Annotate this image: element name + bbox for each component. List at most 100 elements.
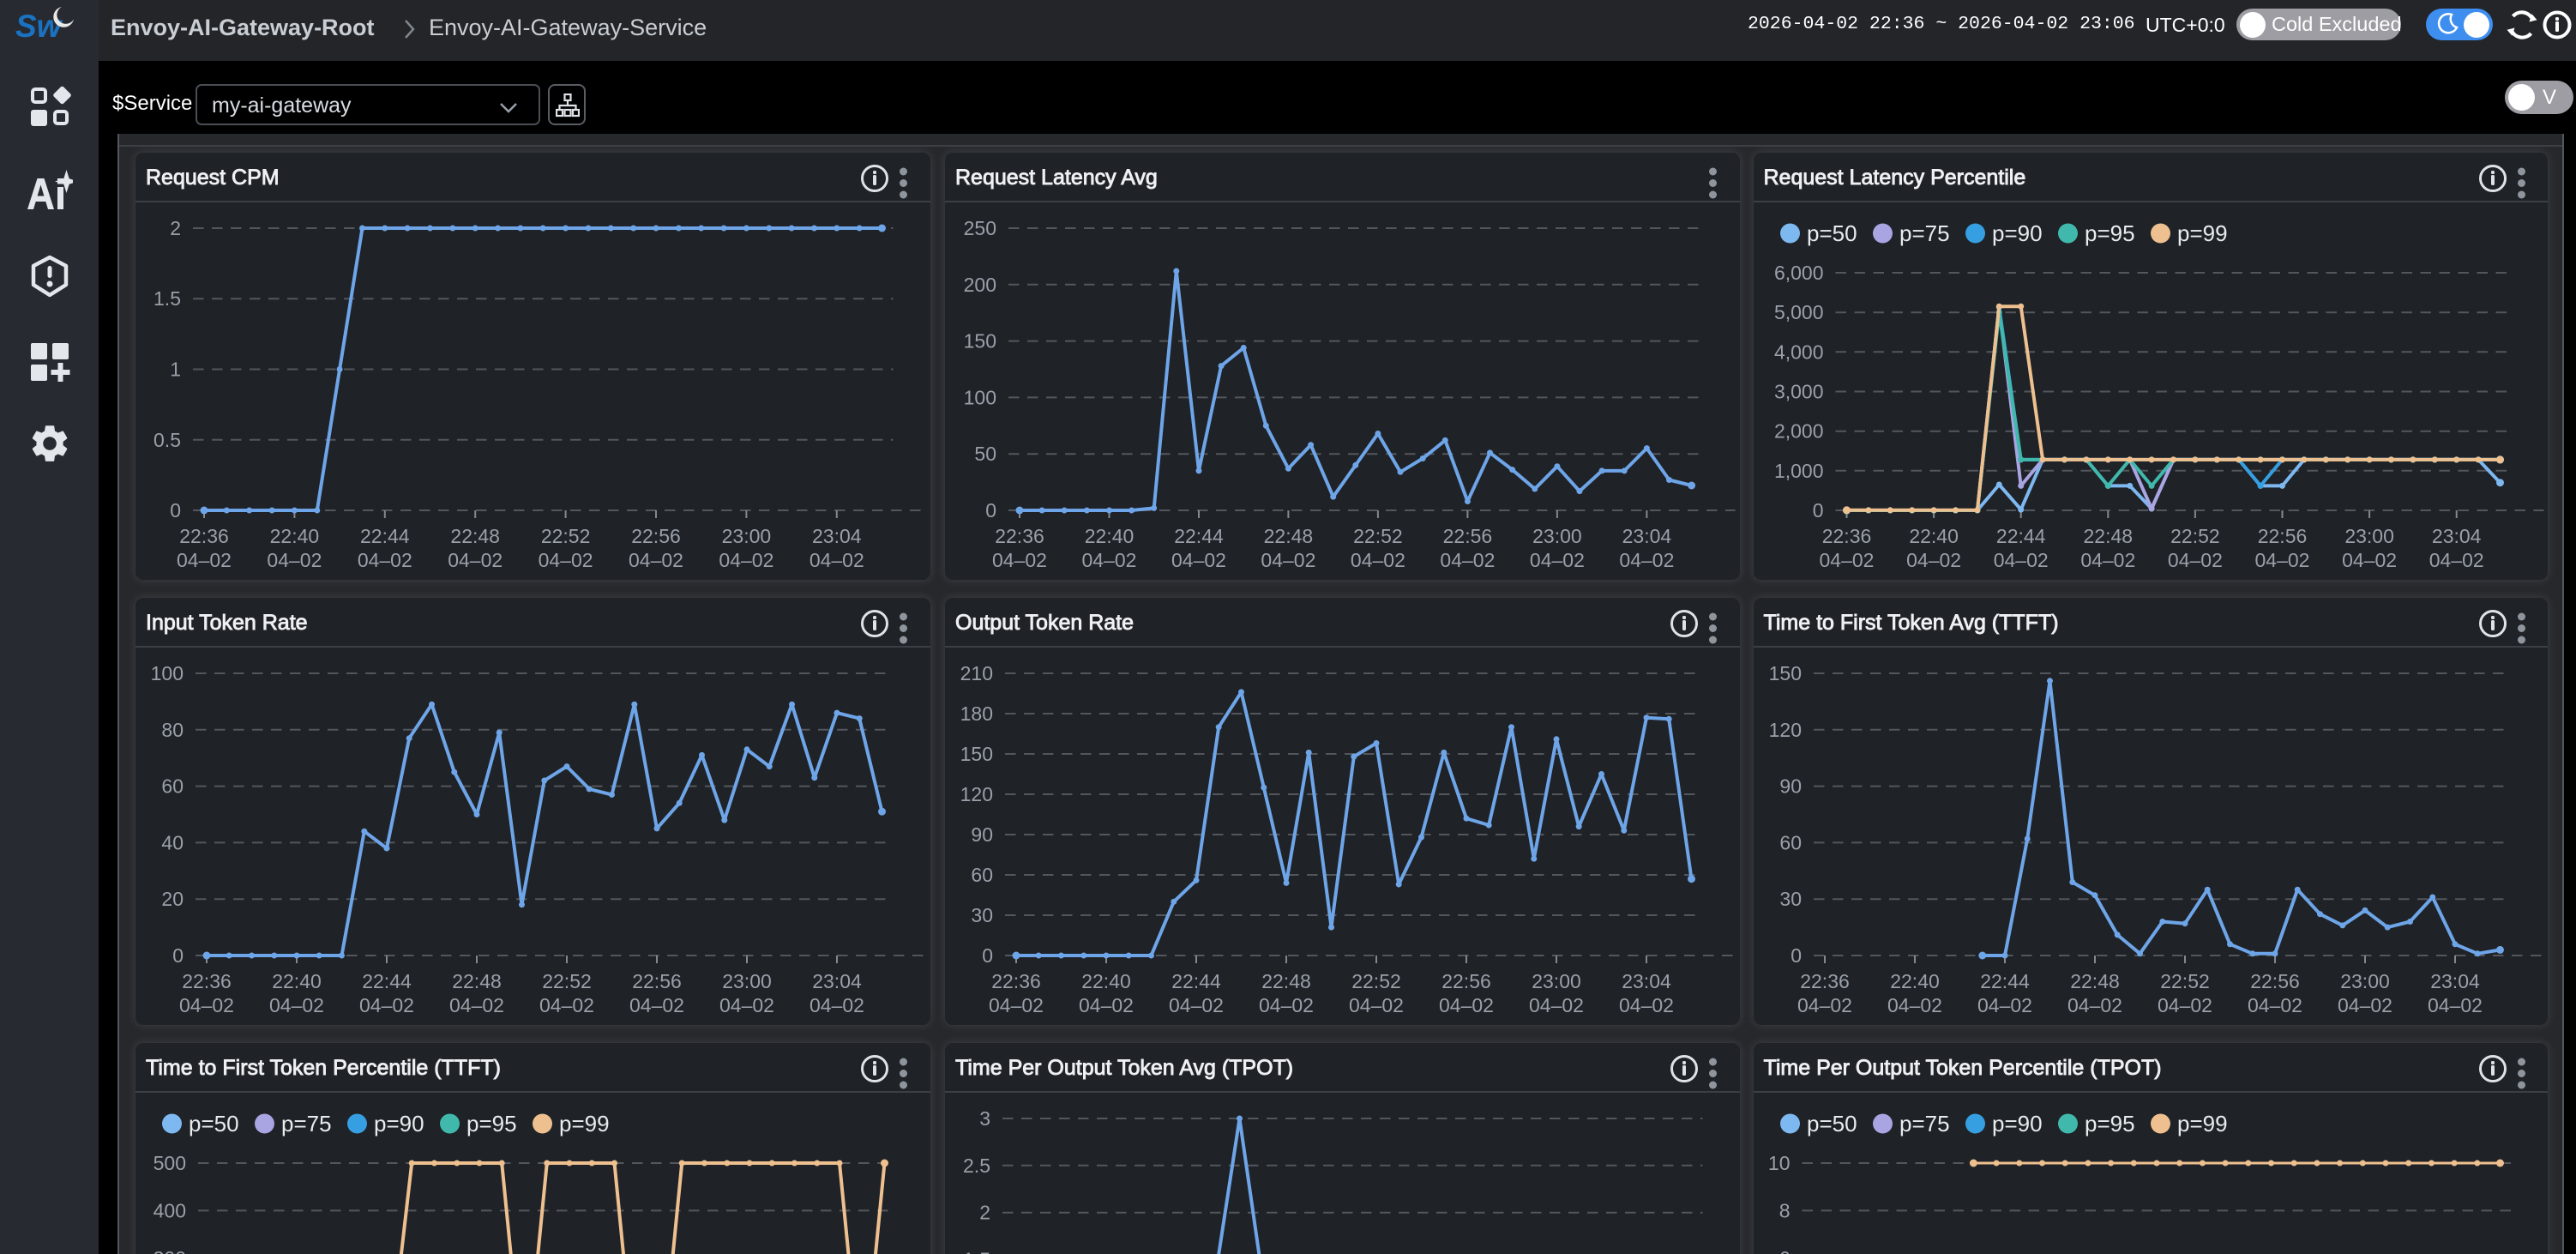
svg-text:04–02: 04–02 (1819, 549, 1874, 571)
svg-text:04–02: 04–02 (2248, 994, 2302, 1016)
svg-text:04–02: 04–02 (992, 549, 1047, 571)
svg-text:22:56: 22:56 (1441, 970, 1491, 992)
svg-text:04–02: 04–02 (1977, 994, 2032, 1016)
svg-text:0: 0 (982, 944, 993, 967)
svg-text:100: 100 (151, 662, 184, 684)
svg-text:04–02: 04–02 (269, 994, 324, 1016)
svg-text:90: 90 (1779, 775, 1802, 798)
svg-text:p=50: p=50 (1807, 1111, 1857, 1136)
svg-text:22:36: 22:36 (179, 525, 229, 547)
svg-text:90: 90 (971, 823, 993, 846)
svg-text:22:52: 22:52 (542, 970, 592, 992)
svg-text:300: 300 (153, 1247, 186, 1254)
svg-text:100: 100 (964, 386, 996, 408)
svg-text:22:44: 22:44 (1174, 525, 1224, 547)
svg-text:04–02: 04–02 (358, 549, 412, 571)
svg-text:04–02: 04–02 (629, 549, 683, 571)
svg-text:04–02: 04–02 (1619, 549, 1674, 571)
svg-text:22:52: 22:52 (541, 525, 591, 547)
svg-text:04–02: 04–02 (1530, 549, 1585, 571)
svg-text:1,000: 1,000 (1773, 460, 1823, 482)
svg-text:04–02: 04–02 (2429, 549, 2483, 571)
svg-text:04–02: 04–02 (1079, 994, 1134, 1016)
svg-text:23:04: 23:04 (2430, 970, 2480, 992)
svg-text:22:56: 22:56 (2257, 525, 2307, 547)
svg-text:22:36: 22:36 (995, 525, 1044, 547)
svg-text:23:00: 23:00 (1532, 970, 1581, 992)
svg-text:23:04: 23:04 (812, 970, 862, 992)
svg-text:04–02: 04–02 (267, 549, 322, 571)
svg-text:120: 120 (960, 783, 993, 805)
svg-text:04–02: 04–02 (1797, 994, 1852, 1016)
svg-text:60: 60 (971, 864, 993, 886)
svg-text:04–02: 04–02 (177, 549, 232, 571)
svg-text:22:56: 22:56 (632, 970, 682, 992)
svg-text:04–02: 04–02 (1169, 994, 1224, 1016)
svg-text:400: 400 (153, 1199, 186, 1221)
svg-text:2.5: 2.5 (963, 1155, 990, 1177)
svg-text:2,000: 2,000 (1773, 420, 1823, 443)
svg-text:0.5: 0.5 (153, 429, 181, 451)
svg-text:04–02: 04–02 (1887, 994, 1942, 1016)
svg-text:23:00: 23:00 (722, 970, 772, 992)
svg-text:p=95: p=95 (2085, 1111, 2135, 1136)
svg-text:04–02: 04–02 (539, 994, 594, 1016)
svg-text:22:44: 22:44 (1171, 970, 1221, 992)
svg-text:0: 0 (172, 944, 184, 967)
svg-text:180: 180 (960, 702, 993, 725)
svg-text:3,000: 3,000 (1773, 381, 1823, 403)
svg-text:22:52: 22:52 (2170, 525, 2220, 547)
svg-text:22:48: 22:48 (2070, 970, 2120, 992)
svg-text:p=99: p=99 (2177, 1111, 2228, 1136)
svg-text:04–02: 04–02 (1440, 549, 1495, 571)
svg-text:22:40: 22:40 (272, 970, 322, 992)
svg-text:04–02: 04–02 (989, 994, 1044, 1016)
svg-text:250: 250 (964, 217, 996, 239)
svg-text:04–02: 04–02 (810, 994, 864, 1016)
svg-text:5,000: 5,000 (1773, 301, 1823, 323)
svg-text:30: 30 (971, 904, 993, 926)
svg-text:150: 150 (964, 330, 996, 353)
svg-text:23:04: 23:04 (1622, 970, 1671, 992)
svg-text:22:52: 22:52 (1351, 970, 1401, 992)
svg-text:p=75: p=75 (281, 1111, 332, 1136)
svg-text:04–02: 04–02 (1906, 549, 1961, 571)
svg-text:p=90: p=90 (1992, 1111, 2043, 1136)
svg-text:p=90: p=90 (1992, 220, 2043, 246)
svg-text:22:44: 22:44 (1980, 970, 2030, 992)
svg-text:04–02: 04–02 (1439, 994, 1494, 1016)
svg-text:04–02: 04–02 (1082, 549, 1137, 571)
svg-text:04–02: 04–02 (448, 549, 503, 571)
svg-text:80: 80 (161, 719, 184, 741)
svg-text:150: 150 (960, 743, 993, 765)
svg-text:04–02: 04–02 (719, 549, 773, 571)
svg-text:22:44: 22:44 (362, 970, 412, 992)
svg-text:0: 0 (1791, 944, 1802, 967)
svg-text:22:56: 22:56 (1443, 525, 1493, 547)
svg-text:04–02: 04–02 (1351, 549, 1405, 571)
svg-text:2: 2 (170, 217, 181, 239)
svg-text:p=99: p=99 (559, 1111, 610, 1136)
svg-text:p=75: p=75 (1899, 1111, 1950, 1136)
svg-text:23:04: 23:04 (812, 525, 862, 547)
svg-text:150: 150 (1768, 662, 1801, 684)
svg-text:22:48: 22:48 (2083, 525, 2133, 547)
svg-text:6: 6 (1779, 1247, 1790, 1254)
svg-text:1.5: 1.5 (153, 287, 181, 310)
svg-text:22:56: 22:56 (2250, 970, 2300, 992)
svg-text:0: 0 (170, 499, 181, 521)
svg-text:04–02: 04–02 (2067, 994, 2122, 1016)
svg-text:22:52: 22:52 (1353, 525, 1403, 547)
svg-text:04–02: 04–02 (1171, 549, 1226, 571)
svg-text:23:00: 23:00 (722, 525, 772, 547)
svg-text:23:04: 23:04 (2431, 525, 2481, 547)
svg-text:500: 500 (153, 1152, 186, 1174)
svg-text:22:48: 22:48 (1261, 970, 1311, 992)
svg-text:22:56: 22:56 (631, 525, 681, 547)
svg-text:p=95: p=95 (2085, 220, 2135, 246)
svg-text:60: 60 (1779, 831, 1802, 853)
svg-text:23:00: 23:00 (2340, 970, 2390, 992)
svg-text:8: 8 (1779, 1199, 1790, 1221)
svg-text:04–02: 04–02 (1619, 994, 1674, 1016)
svg-text:30: 30 (1779, 888, 1802, 910)
